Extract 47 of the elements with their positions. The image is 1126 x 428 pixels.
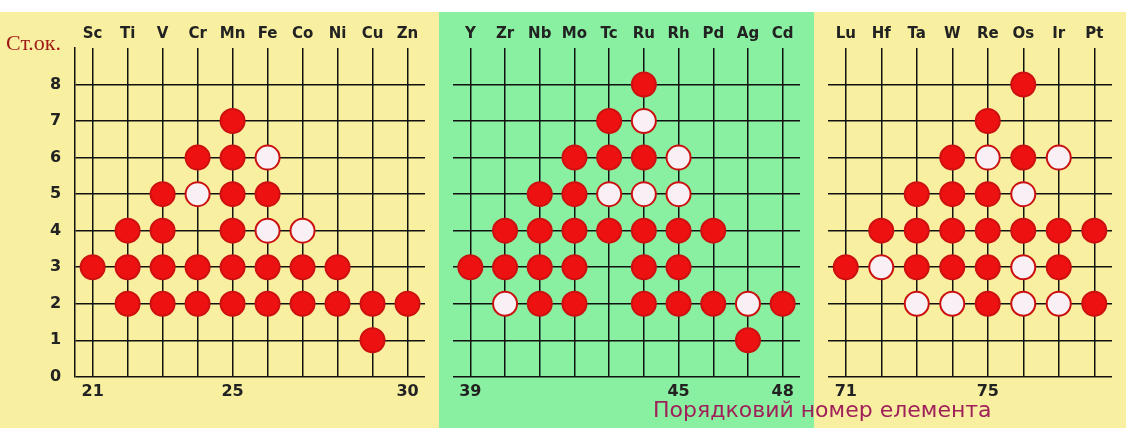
x2-tick-label: 75 — [976, 380, 999, 400]
y-tick-label: 1 — [49, 329, 62, 349]
x-tick-label: Nb — [528, 23, 552, 42]
x-tick-label: Pd — [702, 23, 725, 42]
x-tick-label: Cd — [771, 23, 794, 42]
x-tick-label: Sc — [82, 23, 103, 42]
x2-tick-label: 45 — [667, 380, 690, 400]
y-tick-label: 0 — [49, 365, 62, 385]
x2-tick-label: 25 — [221, 380, 244, 400]
x-tick-label: Y — [463, 23, 477, 42]
x2-tick-label: 48 — [771, 380, 794, 400]
x2-tick-label: 21 — [81, 380, 104, 400]
x-tick-label: Hf — [871, 23, 892, 42]
x-axis-title: Порядковий номер елемента — [653, 397, 992, 422]
y-tick-label: 4 — [49, 219, 62, 239]
x-tick-label: Rh — [667, 23, 690, 42]
x-tick-label: Re — [976, 23, 999, 42]
x-tick-label: Ni — [328, 23, 347, 42]
x-tick-label: Os — [1012, 23, 1035, 42]
x-tick-label: W — [943, 23, 961, 42]
y-axis-title: Ст.ок. — [6, 29, 62, 55]
x-tick-label: Ta — [907, 23, 926, 42]
x-tick-label: Mo — [561, 23, 588, 42]
x2-tick-label: 39 — [459, 380, 482, 400]
x-tick-label: Ru — [632, 23, 655, 42]
x-tick-label: Lu — [835, 23, 856, 42]
x-tick-label: Cu — [361, 23, 384, 42]
x-tick-label: Fe — [257, 23, 278, 42]
y-tick-label: 2 — [49, 292, 62, 312]
x-tick-label: Co — [291, 23, 314, 42]
x-tick-label: Cr — [188, 23, 208, 42]
y-tick-label: 6 — [49, 146, 62, 166]
x-tick-label: V — [156, 23, 169, 42]
x-tick-label: Ti — [119, 23, 136, 42]
x-tick-label: Mn — [219, 23, 246, 42]
x-tick-label: Zr — [495, 23, 515, 42]
x-tick-label: Pt — [1085, 23, 1104, 42]
x-tick-label: Ag — [736, 23, 760, 42]
x-tick-label: Zn — [396, 23, 419, 42]
y-tick-label: 3 — [49, 256, 62, 276]
x-tick-label: Tc — [600, 23, 618, 42]
x-tick-label: Ir — [1052, 23, 1066, 42]
x2-tick-label: 71 — [834, 380, 857, 400]
y-tick-label: 7 — [49, 110, 62, 130]
y-tick-label: 5 — [49, 183, 62, 203]
x2-tick-label: 30 — [396, 380, 419, 400]
y-tick-label: 8 — [49, 73, 62, 93]
